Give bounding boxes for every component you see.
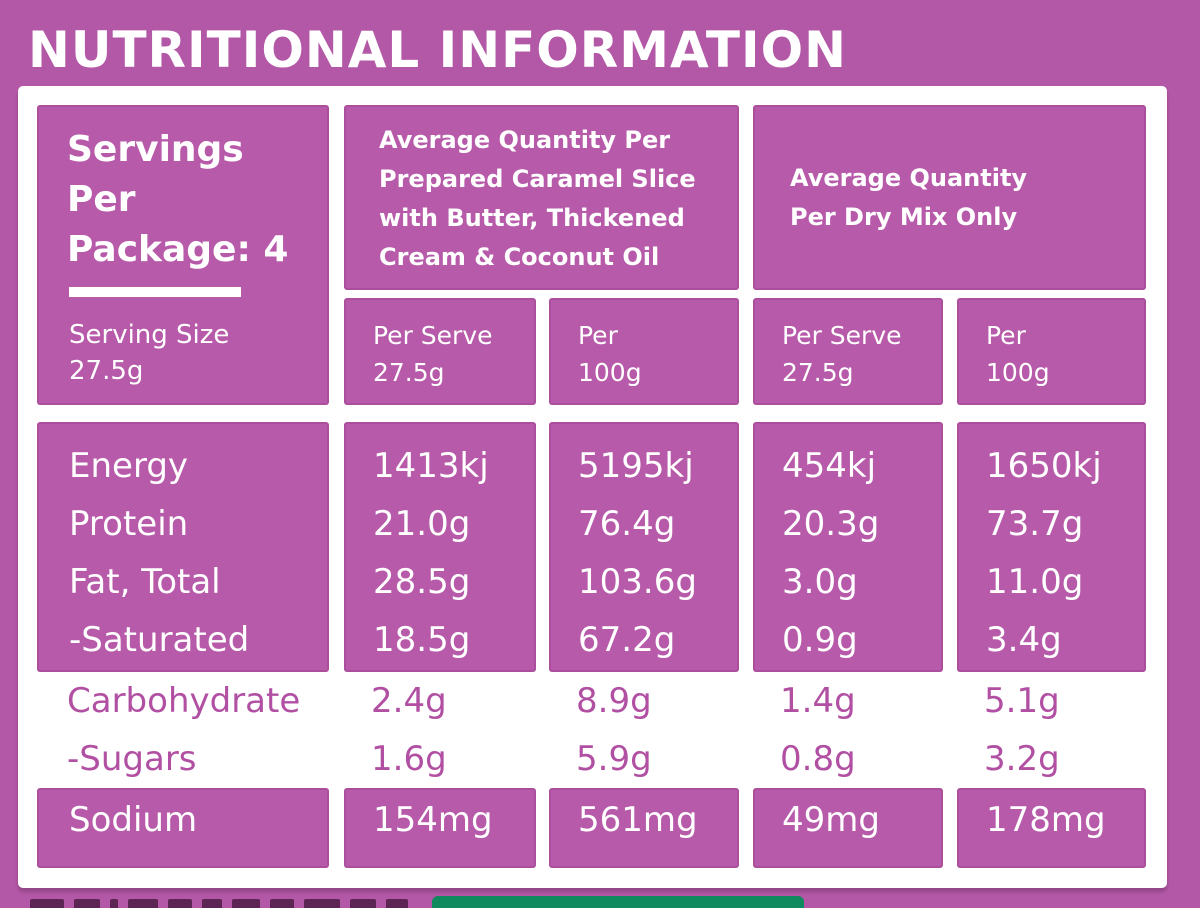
- nutrient-value: 5.9g: [576, 739, 652, 779]
- values-dry-mix-per-serve-cell: 454kj 20.3g 3.0g 0.9g: [753, 422, 943, 672]
- nutrient-value: 28.5g: [373, 562, 471, 602]
- nutrient-label: Fat, Total: [69, 562, 221, 602]
- nutrient-value: 67.2g: [578, 620, 676, 660]
- column-group-header-dry-mix-text: Average Quantity Per Dry Mix Only: [790, 163, 1028, 231]
- column-group-header-prepared-text: Average Quantity Per Prepared Caramel Sl…: [379, 126, 696, 271]
- nutrient-value: 8.9g: [576, 681, 652, 721]
- subheader-text: Per 100g: [578, 321, 642, 387]
- nutrient-value: 1650kj: [986, 446, 1102, 486]
- nutrient-label: -Saturated: [69, 620, 250, 660]
- servings-per-package-text: Servings Per Package: 4: [67, 129, 289, 270]
- subheader-prepared-per-100g: Per 100g: [549, 298, 739, 405]
- servings-divider: [69, 287, 241, 297]
- nutrient-value: 454kj: [782, 446, 877, 486]
- page-title: NUTRITIONAL INFORMATION: [28, 21, 847, 79]
- nutrient-value: 5195kj: [578, 446, 694, 486]
- nutrient-value: 154mg: [373, 800, 493, 840]
- nutrient-value: 5.1g: [984, 681, 1060, 721]
- subheader-text: Per Serve 27.5g: [782, 321, 902, 387]
- subheader-dry-mix-per-serve: Per Serve 27.5g: [753, 298, 943, 405]
- nutrient-value: 178mg: [986, 800, 1106, 840]
- nutrient-value: 76.4g: [578, 504, 676, 544]
- values-dry-mix-per-100g-cell: 1650kj 73.7g 11.0g 3.4g: [957, 422, 1146, 672]
- nutrient-value: 0.8g: [780, 739, 856, 779]
- nutrient-value: 3.0g: [782, 562, 858, 602]
- nutrient-value: 21.0g: [373, 504, 471, 544]
- serving-size-text: Serving Size 27.5g: [69, 320, 230, 386]
- sodium-value-cell: 178mg: [957, 788, 1146, 868]
- nutrient-value: 20.3g: [782, 504, 880, 544]
- nutrient-value: 3.4g: [986, 620, 1062, 660]
- sodium-value-cell: 49mg: [753, 788, 943, 868]
- nutrient-value: 1413kj: [373, 446, 489, 486]
- sodium-value-cell: 154mg: [344, 788, 536, 868]
- nutrient-value: 2.4g: [371, 681, 447, 721]
- green-bar: [432, 896, 804, 908]
- nutrient-value: 49mg: [782, 800, 880, 840]
- cutoff-text-fragment: [30, 899, 434, 908]
- nutrition-panel: Servings Per Package: 4 Serving Size 27.…: [18, 86, 1167, 888]
- nutrient-value: 1.6g: [371, 739, 447, 779]
- nutrient-label: Carbohydrate: [67, 681, 301, 721]
- nutrient-value: 103.6g: [578, 562, 697, 602]
- values-prepared-per-serve-cell: 1413kj 21.0g 28.5g 18.5g: [344, 422, 536, 672]
- nutrient-labels-cell: Energy Protein Fat, Total -Saturated: [37, 422, 329, 672]
- nutrient-value: 1.4g: [780, 681, 856, 721]
- nutrient-value: 11.0g: [986, 562, 1084, 602]
- column-group-header-prepared: Average Quantity Per Prepared Caramel Sl…: [344, 105, 739, 290]
- servings-cell: Servings Per Package: 4 Serving Size 27.…: [37, 105, 329, 405]
- nutrient-value: 561mg: [578, 800, 698, 840]
- column-group-header-dry-mix: Average Quantity Per Dry Mix Only: [753, 105, 1146, 290]
- nutrient-value: 0.9g: [782, 620, 858, 660]
- nutrient-label: Sodium: [69, 800, 198, 840]
- nutrient-label: -Sugars: [67, 739, 197, 779]
- sodium-label-cell: Sodium: [37, 788, 329, 868]
- subheader-prepared-per-serve: Per Serve 27.5g: [344, 298, 536, 405]
- values-prepared-per-100g-cell: 5195kj 76.4g 103.6g 67.2g: [549, 422, 739, 672]
- nutrient-value: 18.5g: [373, 620, 471, 660]
- nutrient-label: Protein: [69, 504, 189, 544]
- subheader-dry-mix-per-100g: Per 100g: [957, 298, 1146, 405]
- subheader-text: Per 100g: [986, 321, 1050, 387]
- nutrient-label: Energy: [69, 446, 189, 486]
- subheader-text: Per Serve 27.5g: [373, 321, 493, 387]
- sodium-value-cell: 561mg: [549, 788, 739, 868]
- nutrient-value: 3.2g: [984, 739, 1060, 779]
- nutrient-value: 73.7g: [986, 504, 1084, 544]
